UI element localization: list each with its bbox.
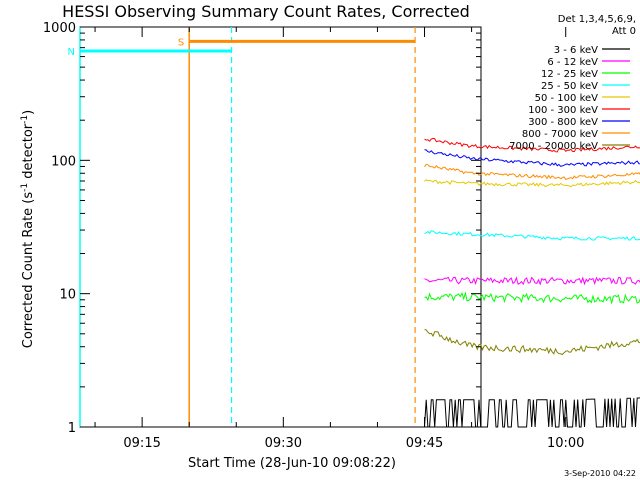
legend-label: 50 - 100 keV (535, 93, 599, 104)
chart-title: HESSI Observing Summary Count Rates, Cor… (62, 2, 470, 21)
legend-header: Det 1,3,4,5,6,9, (558, 14, 636, 25)
series-800to7000kev (424, 163, 640, 181)
series-300to800kev (424, 149, 640, 167)
x-tick-label: 09:15 (123, 436, 160, 451)
y-axis-label-exp1: -1 (20, 183, 30, 192)
legend-label: 6 - 12 keV (547, 57, 598, 68)
y-tick-label: 1 (68, 421, 76, 436)
series-100to300kev (424, 137, 640, 153)
y-axis-label-end: ) (21, 110, 36, 115)
legend-label: 25 - 50 keV (541, 81, 598, 92)
legend-label: 12 - 25 keV (541, 69, 598, 80)
y-axis-label-main: Corrected Count Rate (s (21, 192, 36, 349)
y-tick-label: 100 (51, 154, 76, 169)
plot-frame (79, 26, 482, 428)
saa-flag-label: S (178, 37, 184, 48)
legend-label: 100 - 300 keV (528, 105, 598, 116)
series-6to12kev (424, 276, 640, 286)
legend-header: Att 0 (612, 26, 636, 37)
legend-label: 3 - 6 keV (554, 45, 598, 56)
x-axis-label: Start Time (28-Jun-10 09:08:22) (188, 456, 396, 471)
series-50to100kev (424, 179, 640, 188)
legend-label: 800 - 7000 keV (522, 129, 598, 140)
series-12to25kev (424, 291, 640, 305)
y-axis-label-exp2: -1 (20, 115, 30, 124)
observing-flags: SN (68, 27, 416, 427)
y-axis-label-mid: detector (21, 123, 36, 183)
series-25to50kev (424, 230, 640, 241)
legend-label: 7000 - 20000 keV (509, 141, 598, 152)
night-flag-label: N (68, 47, 75, 58)
count-rate-series (424, 137, 640, 428)
x-tick-label: 09:30 (265, 436, 302, 451)
x-tick-label: 09:45 (406, 436, 443, 451)
series-7000to20000kev (424, 329, 640, 356)
y-axis-label: Corrected Count Rate (s-1 detector-1) (20, 110, 36, 348)
series-3to6kev (424, 397, 640, 428)
y-tick-label: 10 (59, 288, 76, 303)
x-tick-label: 10:00 (547, 436, 584, 451)
legend-label: 300 - 800 keV (528, 117, 598, 128)
date-stamp: 3-Sep-2010 04:22 (564, 469, 636, 478)
axes: 09:1509:3009:4510:0010:1510:3010:4511010… (43, 21, 585, 451)
y-tick-label: 1000 (43, 21, 76, 36)
